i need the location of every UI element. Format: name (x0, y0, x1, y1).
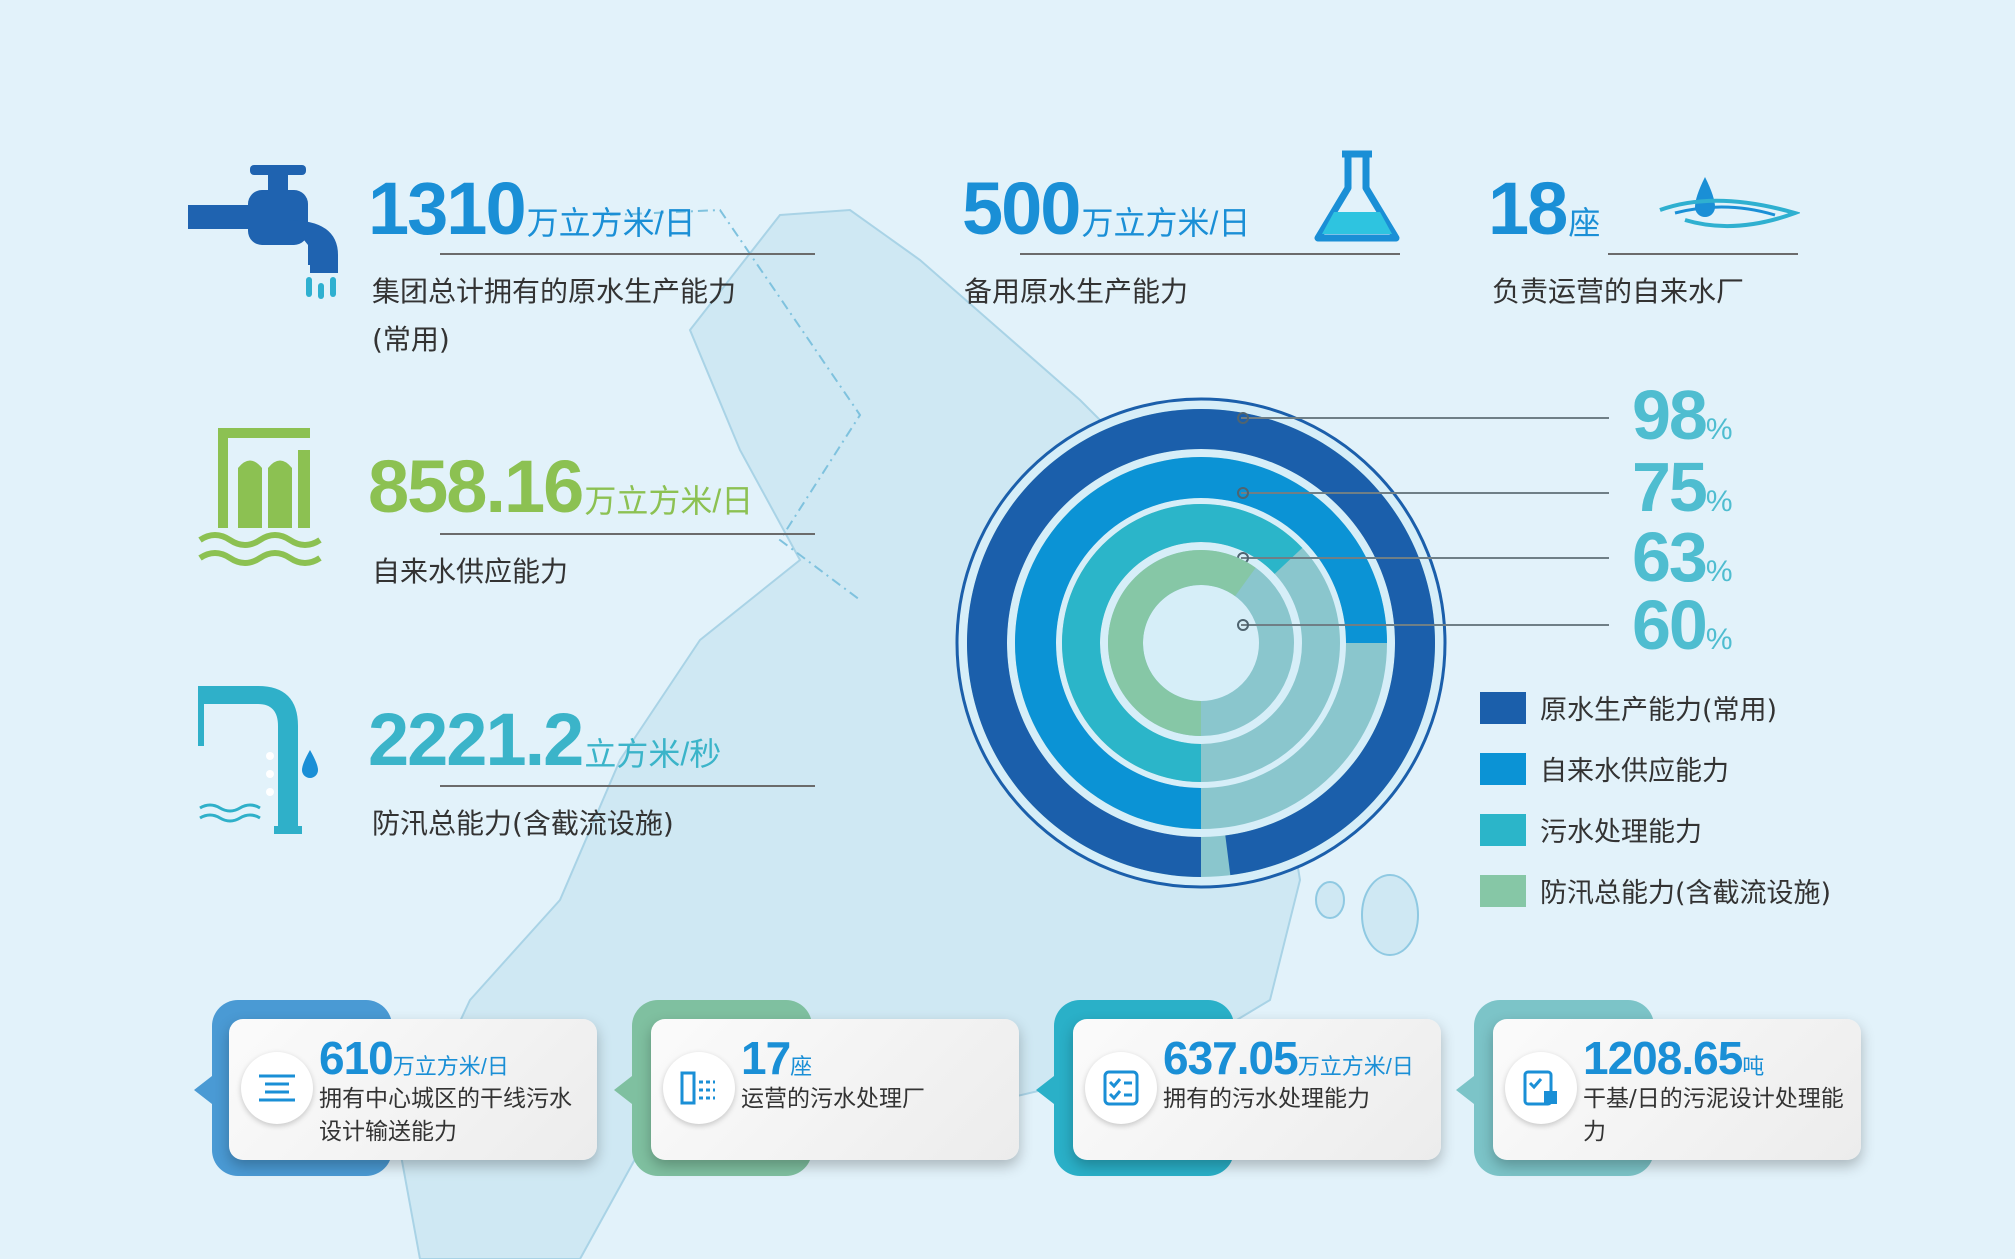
stat-value: 500万立方米/日 (962, 167, 1251, 250)
pct-label-3: 60% (1632, 586, 1733, 664)
card-arrow (614, 1076, 632, 1104)
stat-label: 备用原水生产能力 (964, 275, 1189, 308)
pipeline-icon (241, 1052, 313, 1124)
ring-bar-2 (1061, 503, 1303, 782)
legend-swatch (1480, 874, 1526, 907)
stat-value: 858.16万立方米/日 (368, 445, 754, 528)
document-check-icon (1505, 1052, 1577, 1124)
card-arrow (1456, 1076, 1474, 1104)
card-value: 637.05万立方米/日 (1163, 1032, 1414, 1084)
divider (440, 785, 815, 787)
leader-dot-1 (1237, 487, 1249, 499)
drain-pipe-icon (198, 686, 318, 834)
card-desc: 干基/日的污泥设计处理能力 (1583, 1086, 1844, 1145)
card-value: 610万立方米/日 (319, 1032, 509, 1084)
plant-building-icon (663, 1052, 735, 1124)
card-arrow (194, 1076, 212, 1104)
legend-swatch (1480, 691, 1526, 724)
legend-item: 自来水供应能力 (1480, 749, 1729, 788)
legend-item: 防汛总能力(含截流设施) (1480, 871, 1831, 910)
divider (440, 533, 815, 535)
card-body: 17座 运营的污水处理厂 (651, 1019, 1019, 1160)
legend-item: 污水处理能力 (1480, 810, 1702, 849)
card-body: 610万立方米/日 拥有中心城区的干线污水设计输送能力 (229, 1019, 597, 1160)
flask-icon (1314, 150, 1400, 242)
card-body: 1208.65吨 干基/日的污泥设计处理能力 (1493, 1019, 1861, 1160)
card-value: 17座 (741, 1032, 813, 1084)
legend-label: 原水生产能力(常用) (1540, 695, 1778, 726)
legend-label: 污水处理能力 (1540, 817, 1702, 848)
checklist-icon (1085, 1052, 1157, 1124)
divider (440, 253, 815, 255)
card-desc: 运营的污水处理厂 (741, 1086, 925, 1112)
stat-value: 18座 (1488, 167, 1601, 250)
faucet-icon (188, 165, 338, 299)
legend-label: 防汛总能力(含截流设施) (1540, 878, 1832, 909)
stat-label: 自来水供应能力 (372, 555, 569, 588)
stat-label: 负责运营的自来水厂 (1492, 275, 1745, 308)
pct-label-2: 63% (1632, 518, 1733, 596)
water-plant-icon (198, 428, 322, 566)
stat-label: 防汛总能力(含截流设施) (372, 807, 674, 840)
legend-swatch (1480, 813, 1526, 846)
stat-label: 集团总计拥有的原水生产能力 (常用) (372, 275, 737, 356)
water-drop-ripple-icon (1659, 177, 1800, 229)
stat-value: 1310万立方米/日 (368, 167, 696, 250)
stat-value: 2221.2立方米/秒 (368, 698, 722, 781)
legend-label: 自来水供应能力 (1540, 756, 1729, 787)
ring-bar-3 (1108, 550, 1256, 736)
leader-dot-0 (1237, 412, 1249, 424)
card-arrow (1036, 1076, 1054, 1104)
pct-label-1: 75% (1632, 448, 1733, 526)
pct-label-0: 98% (1632, 376, 1733, 454)
card-body: 637.05万立方米/日 拥有的污水处理能力 (1073, 1019, 1441, 1160)
legend-item: 原水生产能力(常用) (1480, 688, 1777, 727)
divider (1608, 253, 1798, 255)
card-desc: 拥有的污水处理能力 (1163, 1086, 1370, 1112)
divider (1020, 253, 1400, 255)
legend-swatch (1480, 752, 1526, 785)
leader-dot-3 (1237, 619, 1249, 631)
card-value: 1208.65吨 (1583, 1032, 1765, 1084)
card-desc: 拥有中心城区的干线污水设计输送能力 (319, 1086, 572, 1145)
